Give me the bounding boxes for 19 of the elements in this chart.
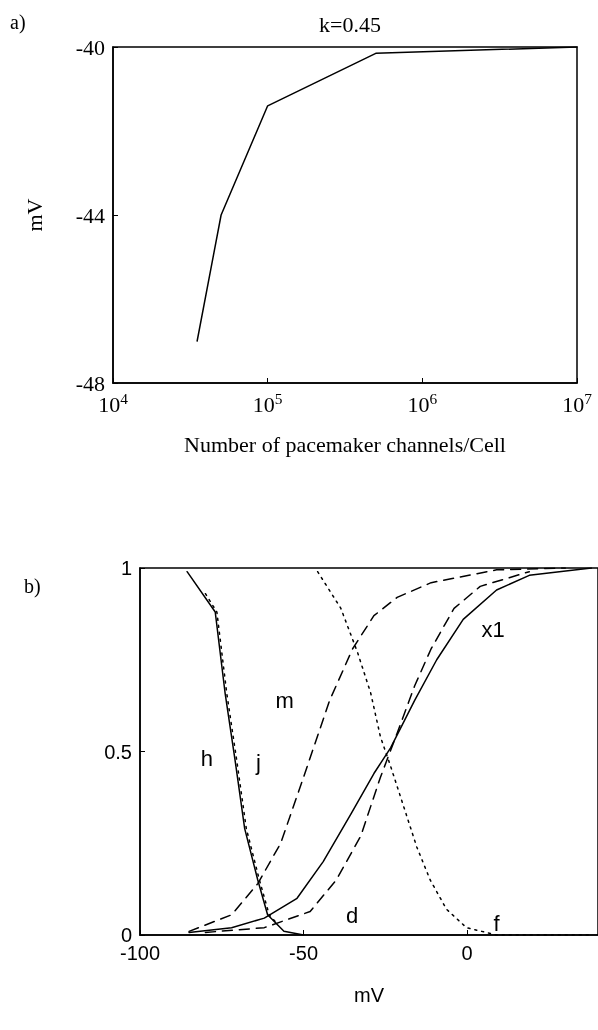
text: a)	[10, 11, 26, 34]
series-label: m	[275, 687, 294, 713]
y-tick-label: 1	[120, 557, 132, 579]
x-axis-title: mV	[354, 984, 385, 1006]
y-tick-label: 0.5	[104, 740, 132, 763]
series-label: x1	[481, 616, 505, 642]
series-label: j	[255, 750, 261, 776]
series-label: d	[345, 903, 359, 929]
x-tick-label: 0	[461, 942, 473, 964]
y-axis-title: mV	[21, 198, 47, 232]
text: b)	[24, 575, 41, 598]
x-axis-title: Number of pacemaker channels/Cell	[184, 431, 506, 457]
y-tick-label: -48	[75, 370, 105, 396]
y-tick-label: -40	[75, 34, 105, 60]
y-tick-label: -44	[75, 202, 105, 228]
x-tick-label: -50	[289, 942, 319, 964]
series-label: f	[493, 911, 501, 937]
chart-title: k=0.45	[319, 11, 381, 37]
series-label: h	[200, 746, 213, 772]
